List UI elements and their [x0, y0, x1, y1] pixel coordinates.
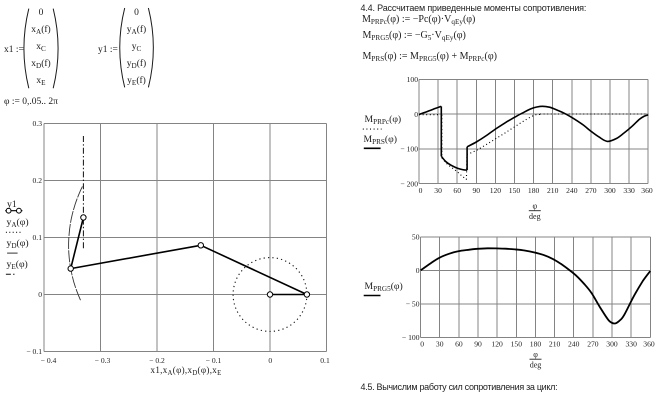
svg-text:0: 0	[38, 290, 42, 299]
svg-text:− 0.1: − 0.1	[26, 347, 42, 356]
svg-text:90: 90	[474, 339, 482, 348]
svg-text:150: 150	[511, 339, 523, 348]
svg-text:50: 50	[412, 233, 420, 242]
svg-text:φ: φ	[532, 202, 537, 211]
svg-text:30: 30	[436, 339, 444, 348]
svg-text:120: 120	[491, 339, 503, 348]
svg-text:150: 150	[509, 186, 521, 195]
svg-text:210: 210	[549, 339, 561, 348]
svg-text:330: 330	[623, 186, 635, 195]
svg-text:0: 0	[420, 339, 424, 348]
svg-text:0: 0	[268, 356, 272, 365]
svg-text:240: 240	[568, 339, 580, 348]
svg-text:0.1: 0.1	[33, 233, 43, 242]
svg-text:− 200: − 200	[400, 179, 418, 188]
svg-text:30: 30	[434, 186, 442, 195]
svg-text:90: 90	[473, 186, 481, 195]
svg-text:360: 360	[643, 339, 655, 348]
svg-text:− 0.3: − 0.3	[95, 356, 111, 365]
svg-text:deg: deg	[530, 361, 542, 370]
svg-text:120: 120	[490, 186, 502, 195]
svg-text:φ: φ	[533, 350, 538, 359]
svg-text:270: 270	[585, 186, 597, 195]
svg-text:0.3: 0.3	[33, 119, 43, 128]
svg-text:0: 0	[419, 186, 423, 195]
svg-text:− 100: − 100	[402, 333, 420, 342]
svg-text:330: 330	[626, 339, 638, 348]
svg-text:180: 180	[528, 186, 540, 195]
svg-text:270: 270	[587, 339, 599, 348]
svg-text:60: 60	[453, 186, 461, 195]
svg-text:− 100: − 100	[400, 145, 418, 154]
svg-text:− 0.2: − 0.2	[149, 356, 165, 365]
svg-text:0: 0	[416, 266, 420, 275]
svg-text:− 50: − 50	[406, 299, 420, 308]
svg-text:210: 210	[547, 186, 559, 195]
svg-text:60: 60	[455, 339, 463, 348]
svg-text:− 0.4: − 0.4	[41, 356, 57, 365]
svg-text:0: 0	[414, 110, 418, 119]
svg-text:100: 100	[407, 75, 419, 84]
svg-text:0.1: 0.1	[320, 356, 330, 365]
svg-text:360: 360	[641, 186, 653, 195]
svg-text:deg: deg	[529, 212, 541, 221]
svg-text:180: 180	[530, 339, 542, 348]
svg-text:300: 300	[604, 186, 616, 195]
svg-text:240: 240	[566, 186, 578, 195]
svg-text:300: 300	[606, 339, 618, 348]
svg-text:0.2: 0.2	[33, 176, 43, 185]
svg-text:− 0.1: − 0.1	[206, 356, 222, 365]
